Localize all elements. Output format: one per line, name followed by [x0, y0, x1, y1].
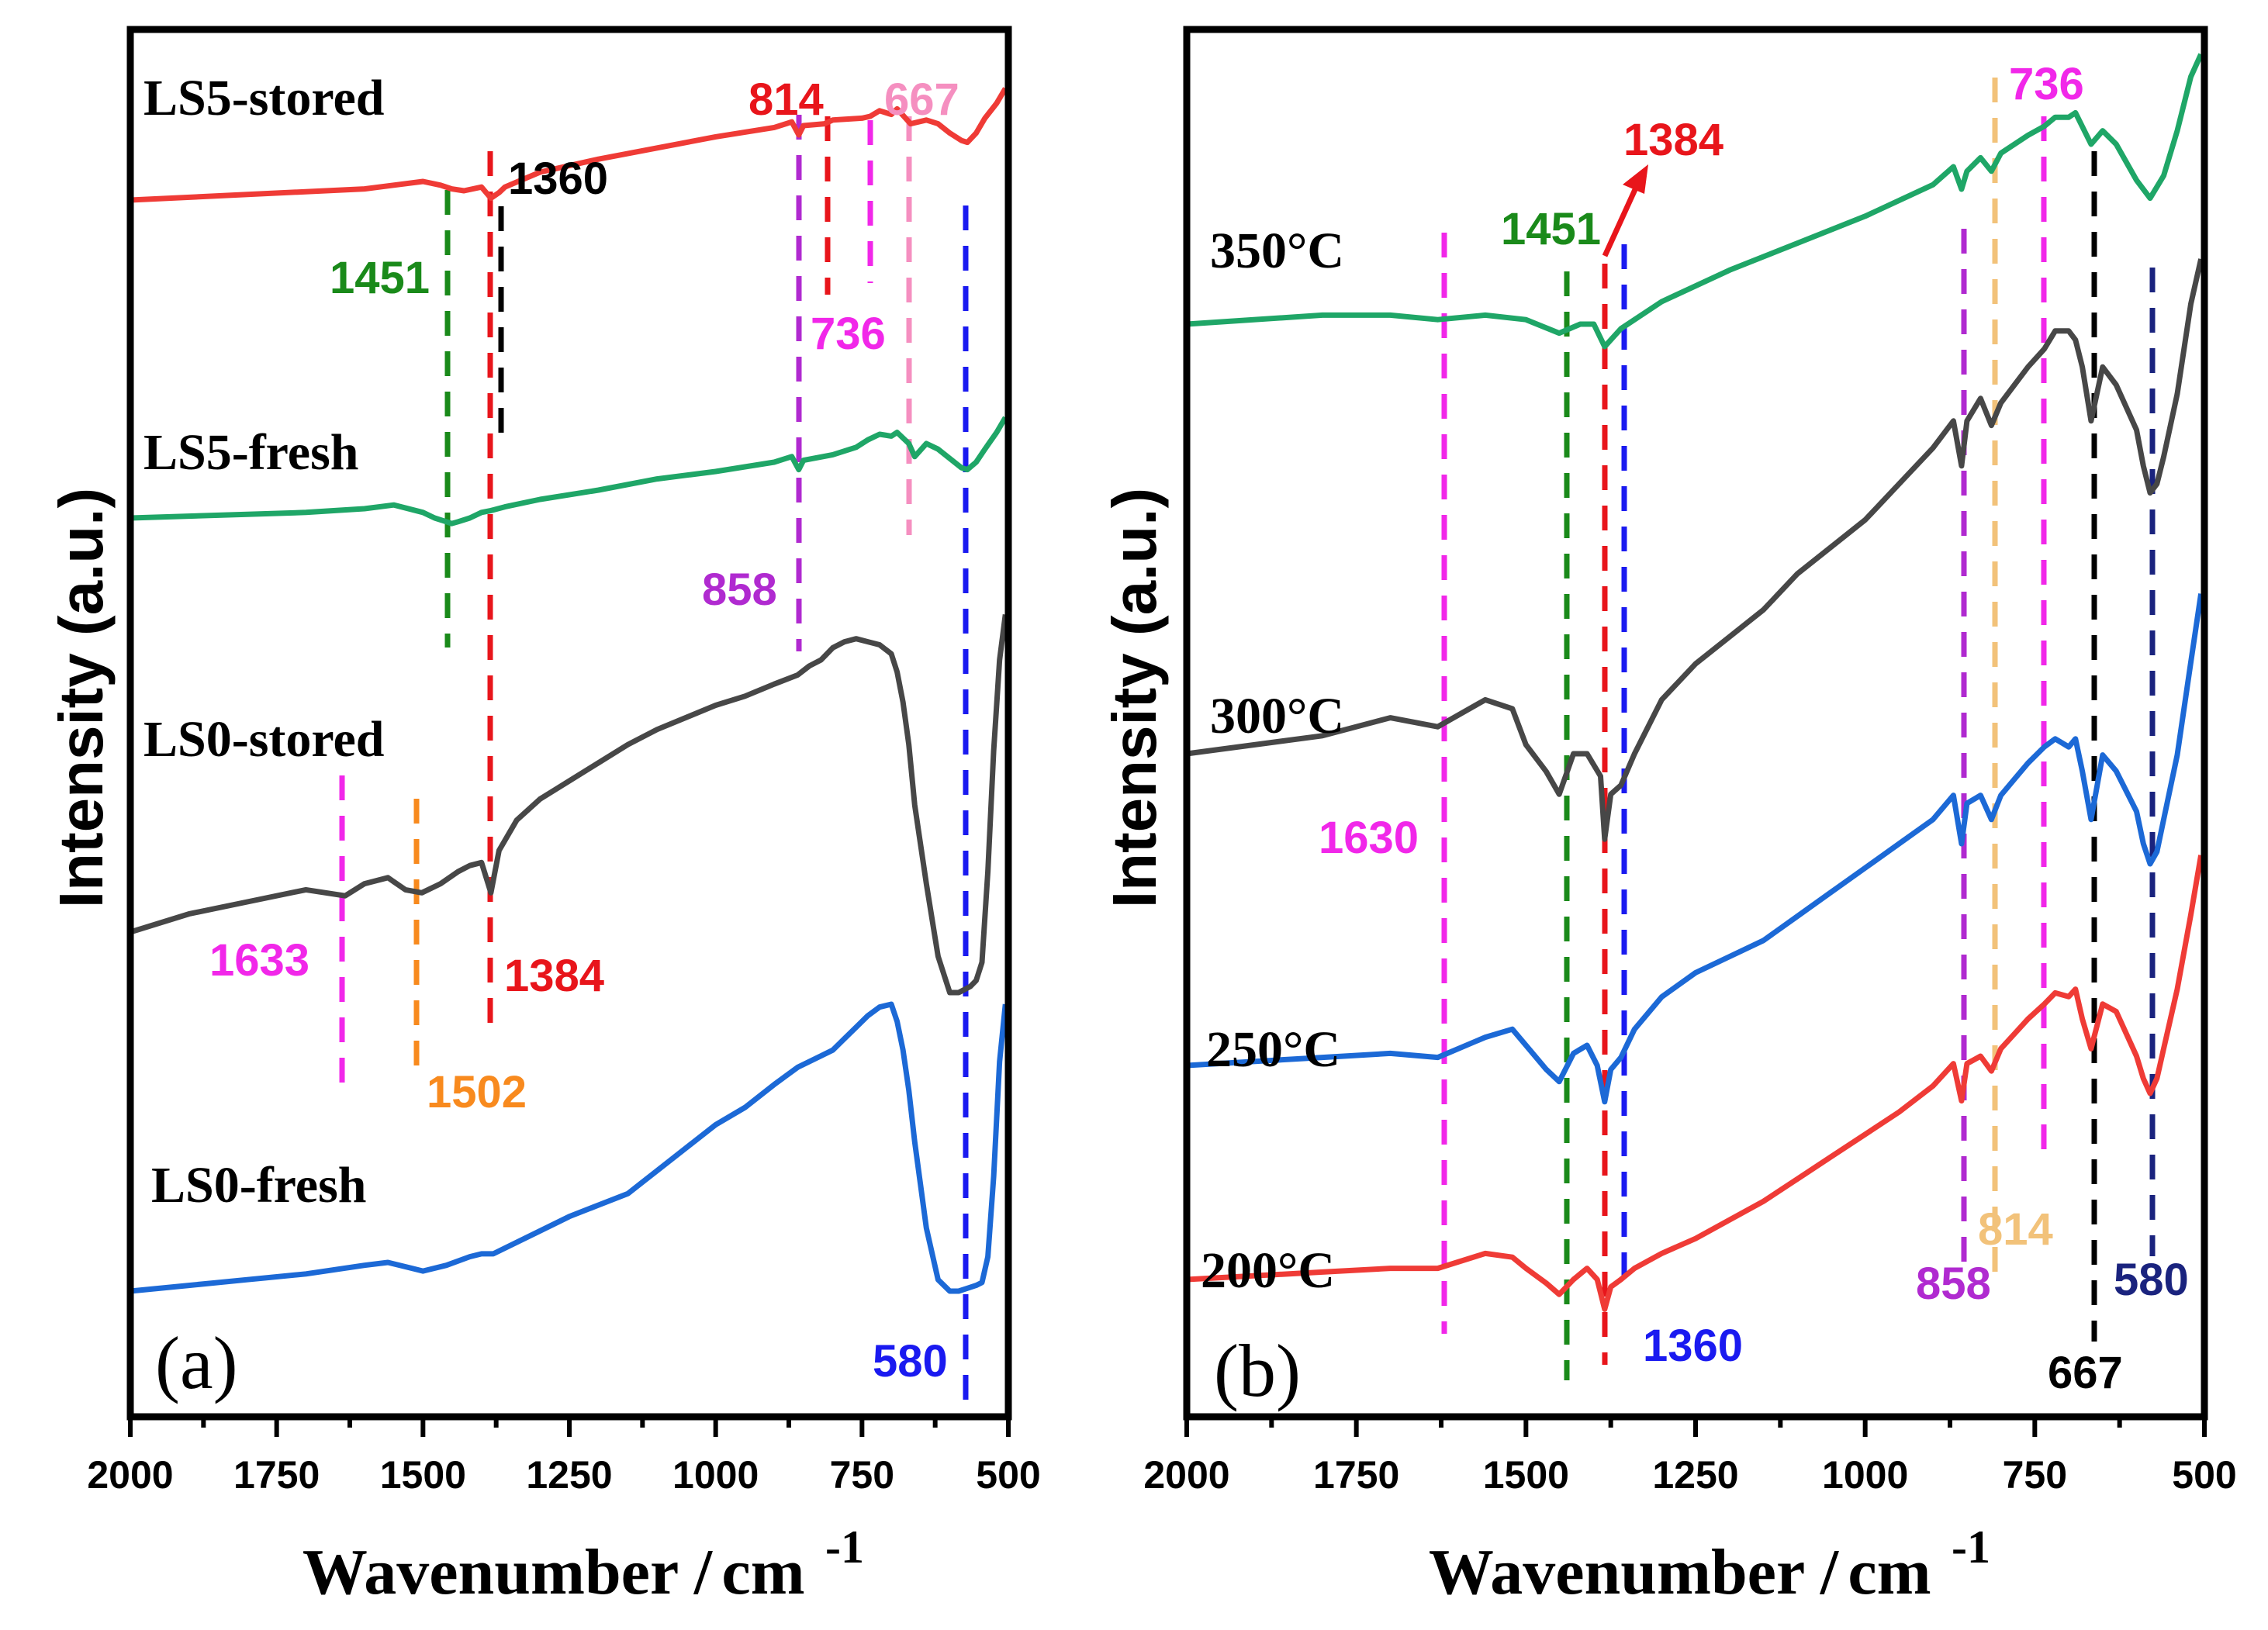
annotation-label: 1633: [209, 935, 309, 986]
x-tick-label: 1750: [233, 1453, 320, 1497]
x-tick-label: 500: [2172, 1453, 2236, 1497]
y-axis-label: Intensity (a.u.): [1100, 488, 1169, 908]
series-label: 350°C: [1210, 223, 1344, 279]
series-label: LS5-stored: [143, 70, 384, 126]
series-line-LS0-fresh: [130, 1001, 1008, 1294]
annotation-label: 736: [811, 309, 886, 359]
annotation-label: 858: [702, 565, 777, 615]
annotation-arrow: [1602, 185, 1640, 257]
x-tick-label: 1000: [1822, 1453, 1908, 1497]
x-tick-label: 750: [2003, 1453, 2067, 1497]
panel-b: 2000 1750 1500 1250 1000 750 500 Wavenumber / cm…: [1100, 26, 2237, 1608]
series-label: LS0-stored: [143, 711, 384, 768]
x-axis-label: Wavenumber /: [1429, 1536, 1840, 1608]
x-axis-unit-exponent: -1: [1952, 1521, 1990, 1573]
annotation-label: 1384: [504, 951, 604, 1001]
x-tick-label: 2000: [1143, 1453, 1229, 1497]
annotation-label: 1502: [427, 1067, 527, 1117]
annotation-label: 580: [873, 1336, 948, 1387]
annotation-label: 667: [2048, 1348, 2123, 1398]
series-label: LS0-fresh: [151, 1157, 366, 1214]
panel-label: (b): [1214, 1329, 1301, 1412]
annotation-label: 814: [1978, 1204, 2053, 1255]
series-label: LS5-fresh: [143, 424, 358, 481]
annotation-label: 667: [884, 74, 959, 125]
series-label: 300°C: [1210, 688, 1344, 744]
annotation-label: 1630: [1319, 813, 1419, 863]
x-tick-label: 1500: [1483, 1453, 1569, 1497]
y-axis-label: Intensity (a.u.): [47, 488, 116, 908]
annotation-label: 580: [2114, 1255, 2189, 1305]
annotation-label: 1451: [1501, 204, 1601, 254]
series-line-200°C: [1186, 855, 2204, 1312]
series-line-LS5-fresh: [130, 416, 1008, 527]
x-tick-label: 1250: [1652, 1453, 1738, 1497]
x-tick-label: 2000: [87, 1453, 173, 1497]
x-tick-label: 750: [830, 1453, 894, 1497]
annotation-label: 1451: [330, 253, 430, 303]
panel-label: (a): [155, 1321, 238, 1404]
annotation-label: 1384: [1623, 115, 1723, 165]
x-axis-label: Wavenumber /: [303, 1536, 714, 1608]
annotation-label: 736: [2009, 59, 2084, 109]
series-line-LS5-stored: [130, 87, 1008, 203]
series-line-250°C: [1186, 593, 2204, 1105]
x-axis-unit: cm: [721, 1536, 804, 1608]
x-axis-unit-exponent: -1: [825, 1521, 864, 1573]
annotation-label: 858: [1916, 1259, 1991, 1309]
x-tick-label: 1750: [1313, 1453, 1399, 1497]
series-line-LS0-stored: [129, 614, 1008, 996]
series-label: 250°C: [1206, 1021, 1340, 1078]
x-axis-unit: cm: [1848, 1536, 1931, 1608]
annotation-label: 1360: [508, 154, 608, 204]
series-line-300°C: [1186, 258, 2204, 842]
x-tick-label: 500: [976, 1453, 1040, 1497]
annotation-arrowhead: [1623, 164, 1648, 194]
annotation-label: 1360: [1643, 1321, 1743, 1371]
series-line-350°C: [1186, 53, 2204, 350]
annotation-label: 814: [749, 74, 824, 125]
x-tick-label: 1000: [672, 1453, 759, 1497]
x-tick-label: 1500: [380, 1453, 466, 1497]
x-tick-label: 1250: [526, 1453, 612, 1497]
series-label: 200°C: [1201, 1242, 1335, 1299]
panel-a: 2000 1750 1500 1250 1000 750 500 Wavenumber / cm…: [47, 26, 1041, 1608]
